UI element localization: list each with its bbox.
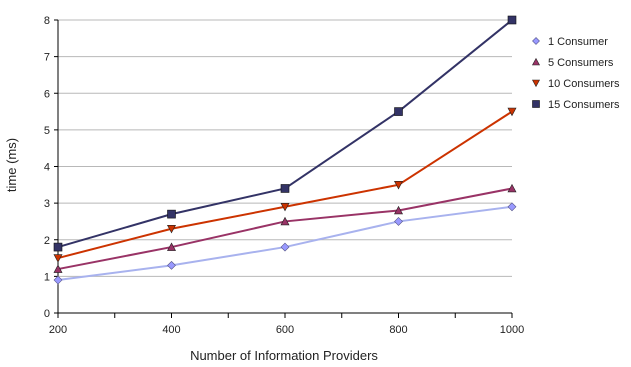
legend-marker bbox=[531, 79, 541, 88]
series-2 bbox=[53, 183, 517, 273]
legend-marker bbox=[531, 57, 541, 66]
y-axis-label: time (ms) bbox=[4, 138, 19, 192]
legend-label: 10 Consumers bbox=[548, 78, 620, 90]
x-tick-label: 600 bbox=[276, 324, 294, 336]
data-point bbox=[507, 107, 517, 117]
data-point bbox=[280, 184, 290, 193]
data-point bbox=[507, 202, 517, 212]
series-3 bbox=[53, 107, 517, 263]
y-tick-label: 7 bbox=[44, 52, 50, 64]
y-tick-label: 8 bbox=[44, 15, 50, 27]
data-point bbox=[167, 224, 176, 234]
data-point bbox=[53, 264, 63, 273]
series-line bbox=[57, 19, 513, 249]
data-point bbox=[394, 205, 403, 215]
x-axis-label: Number of Information Providers bbox=[190, 348, 378, 363]
x-tick-label: 1000 bbox=[500, 324, 524, 336]
legend-label: 5 Consumers bbox=[548, 57, 614, 69]
data-point bbox=[53, 275, 63, 285]
y-tick-label: 2 bbox=[44, 235, 50, 247]
y-tick-label: 3 bbox=[44, 198, 50, 210]
legend-label: 1 Consumer bbox=[548, 36, 608, 48]
x-tick-label: 400 bbox=[162, 324, 180, 336]
series-4 bbox=[53, 15, 517, 252]
data-point bbox=[167, 209, 176, 219]
legend: 1 Consumer 5 Consumers 10 Consumers 15 Cons… bbox=[531, 36, 620, 111]
legend-item: 1 Consumer bbox=[532, 36, 608, 48]
data-point bbox=[167, 260, 176, 270]
data-point bbox=[394, 181, 403, 190]
legend-item: 5 Consumers bbox=[531, 57, 614, 69]
data-point bbox=[167, 242, 176, 251]
data-point bbox=[280, 242, 290, 252]
gridlines bbox=[58, 19, 512, 277]
data-point bbox=[394, 107, 403, 116]
data-point bbox=[507, 183, 517, 193]
data-point bbox=[53, 242, 63, 252]
data-point bbox=[53, 254, 63, 263]
legend-label: 15 Consumers bbox=[548, 99, 620, 111]
series-group bbox=[53, 15, 517, 285]
legend-marker bbox=[532, 37, 540, 45]
legend-item: 10 Consumers bbox=[531, 78, 620, 90]
y-tick-label: 4 bbox=[44, 162, 50, 174]
series-line bbox=[57, 187, 513, 271]
legend-marker bbox=[532, 100, 540, 108]
legend-item: 15 Consumers bbox=[532, 99, 620, 111]
x-tick-label: 800 bbox=[389, 324, 407, 336]
axes bbox=[54, 19, 513, 318]
tick-labels: 0 1 2 3 4 5 6 7 8 200 400 600 800 1000 bbox=[44, 15, 524, 336]
data-point bbox=[507, 15, 517, 25]
data-point bbox=[394, 217, 403, 226]
series-1 bbox=[53, 202, 517, 285]
y-tick-label: 0 bbox=[44, 308, 50, 320]
y-tick-label: 1 bbox=[44, 271, 50, 283]
y-tick-label: 6 bbox=[44, 88, 50, 100]
y-tick-label: 5 bbox=[44, 125, 50, 137]
data-point bbox=[280, 216, 290, 226]
data-point bbox=[280, 202, 290, 212]
x-tick-label: 200 bbox=[49, 324, 67, 336]
